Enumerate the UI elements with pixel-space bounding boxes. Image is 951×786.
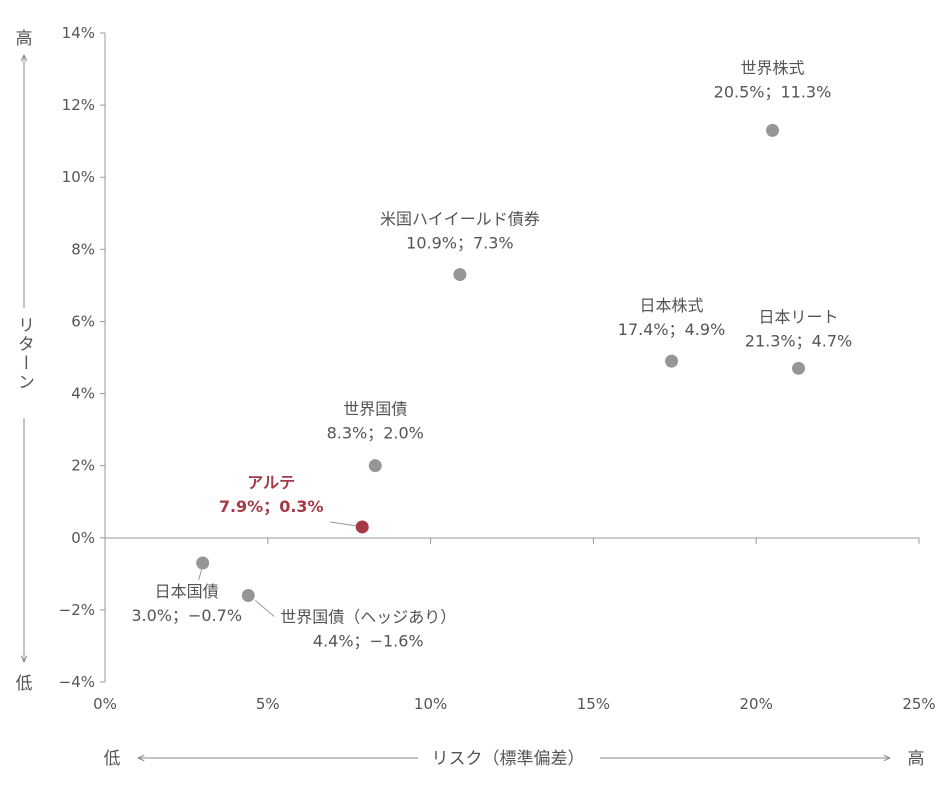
y-tick-label: 12% xyxy=(62,96,95,114)
y-tick-label: −4% xyxy=(59,673,95,691)
point-value-label: 17.4%；4.9% xyxy=(618,320,725,339)
y-tick-label: 8% xyxy=(71,240,95,258)
point-name-label: 日本国債 xyxy=(155,582,219,601)
point-value-label: 8.3%；2.0% xyxy=(327,424,424,443)
point-value-label: 10.9%；7.3% xyxy=(406,234,513,253)
x-tick-label: 15% xyxy=(577,695,610,713)
y-tick-label: 4% xyxy=(71,385,95,403)
data-point-7 xyxy=(241,588,255,602)
point-name-label: 世界国債 xyxy=(343,400,407,419)
point-name-label: 米国ハイイールド債券 xyxy=(380,210,540,229)
y-tick-label: 6% xyxy=(71,312,95,330)
y-tick-label: 2% xyxy=(71,457,95,475)
x-tick-label: 0% xyxy=(93,695,117,713)
point-value-label: 4.4%；−1.6% xyxy=(313,631,424,650)
point-name-label: 世界国債（ヘッジあり） xyxy=(280,607,456,626)
point-name-label: アルテ xyxy=(247,473,295,492)
x-tick-label: 20% xyxy=(740,695,773,713)
point-value-label: 3.0%；−0.7% xyxy=(131,606,242,625)
y-tick-label: −2% xyxy=(59,601,95,619)
data-point-4 xyxy=(368,459,382,473)
x-axis-high-label: 高 xyxy=(908,749,925,769)
data-point-5 xyxy=(355,520,369,534)
y-axis-high-label: 高 xyxy=(16,29,33,49)
x-axis-title: リスク（標準偏差） xyxy=(432,749,585,769)
data-point-1 xyxy=(453,268,467,282)
y-axis-title: リターン xyxy=(14,316,34,392)
x-axis-low-label: 低 xyxy=(104,749,121,769)
leader-line xyxy=(198,568,203,581)
point-name-label: 日本株式 xyxy=(640,296,704,315)
data-point-0 xyxy=(765,123,779,137)
data-point-3 xyxy=(792,361,806,375)
leader-line xyxy=(330,521,358,527)
point-value-label: 20.5%；11.3% xyxy=(714,82,832,101)
y-axis-low-label: 低 xyxy=(16,674,33,694)
x-tick-label: 25% xyxy=(902,695,935,713)
leader-line xyxy=(254,600,275,617)
point-name-label: 日本リート xyxy=(759,307,839,326)
data-point-2 xyxy=(665,354,679,368)
y-tick-label: 0% xyxy=(71,529,95,547)
x-tick-label: 5% xyxy=(256,695,280,713)
point-value-label: 21.3%；4.7% xyxy=(745,331,852,350)
y-tick-label: 14% xyxy=(62,24,95,42)
data-point-6 xyxy=(196,556,210,570)
y-tick-label: 10% xyxy=(62,168,95,186)
x-tick-label: 10% xyxy=(414,695,447,713)
point-name-label: 世界株式 xyxy=(740,58,804,77)
point-value-label: 7.9%；0.3% xyxy=(219,497,324,516)
